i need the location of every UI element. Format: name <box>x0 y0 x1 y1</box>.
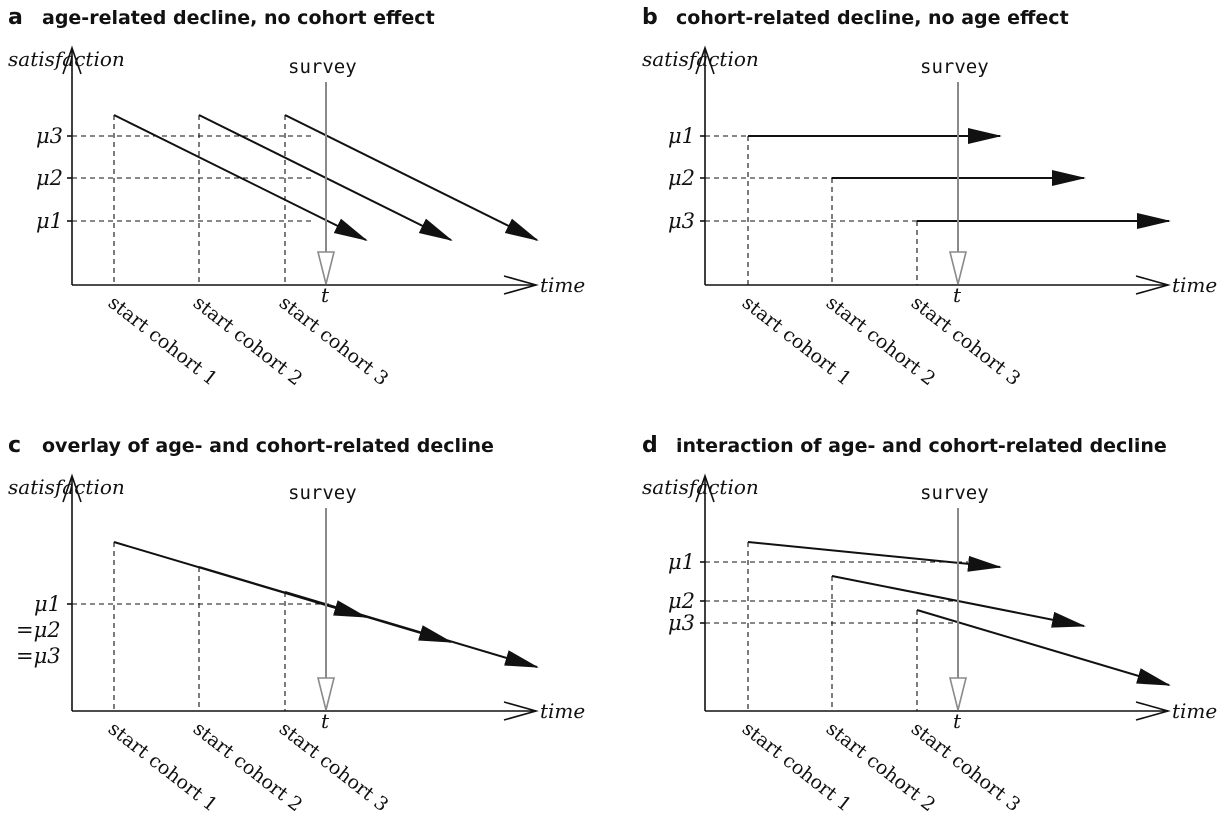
survey-label: survey <box>288 56 357 78</box>
x-axis-label: time <box>540 699 585 723</box>
survey-time-label: t <box>953 709 962 733</box>
mu-label: μ2 <box>668 166 695 190</box>
survey-time-label: t <box>321 283 330 307</box>
y-axis-label: satisfaction <box>8 475 125 499</box>
panel-b: b cohort-related decline, no age effect … <box>642 5 1217 390</box>
panel-letter: c <box>8 433 21 458</box>
mu-label: μ2 <box>668 589 695 613</box>
mu-label: μ3 <box>36 124 63 148</box>
panel-d: d interaction of age- and cohort-related… <box>642 433 1217 816</box>
mu-label: =μ2 <box>16 618 61 642</box>
mu-label: μ3 <box>668 611 695 635</box>
survey-label: survey <box>288 482 357 504</box>
panel-letter: a <box>8 5 23 30</box>
panel-letter: b <box>642 5 658 30</box>
cohort-trajectory-arrow <box>284 591 539 668</box>
panel-letter: d <box>642 433 658 458</box>
cohort-trajectory-arrow <box>747 541 1002 572</box>
survey-time-label: t <box>321 709 330 733</box>
y-axis-label: satisfaction <box>8 47 125 71</box>
y-axis-arrowhead <box>62 473 82 503</box>
mu-label: μ1 <box>34 592 61 616</box>
x-axis-label: time <box>1172 699 1217 723</box>
panel-a: a age-related decline, no cohort effect … <box>8 5 585 390</box>
y-axis-arrowhead <box>695 45 715 75</box>
panel-title: cohort-related decline, no age effect <box>676 7 1069 29</box>
x-axis-arrowhead <box>503 701 539 721</box>
mu-label: μ1 <box>668 124 695 148</box>
x-axis-arrowhead <box>1135 275 1171 295</box>
survey-label: survey <box>920 482 989 504</box>
mu-label: μ2 <box>36 166 63 190</box>
x-axis-label: time <box>1172 273 1217 297</box>
panel-c: c overlay of age- and cohort-related dec… <box>8 433 585 816</box>
mu-label: μ1 <box>668 550 695 574</box>
mu-label: =μ3 <box>16 644 61 668</box>
x-axis-label: time <box>540 273 585 297</box>
x-axis-arrowhead <box>1135 701 1171 721</box>
mu-label: μ3 <box>668 209 695 233</box>
panel-title: age-related decline, no cohort effect <box>42 7 435 29</box>
mu-label: μ1 <box>36 209 63 233</box>
panel-title: interaction of age- and cohort-related d… <box>676 435 1167 457</box>
panel-title: overlay of age- and cohort-related decli… <box>42 435 494 457</box>
survey-time-label: t <box>953 283 962 307</box>
x-axis-arrowhead <box>503 275 539 295</box>
cohort-trajectory-arrow <box>113 114 368 241</box>
survey-label: survey <box>920 56 989 78</box>
y-axis-arrowhead <box>62 45 82 75</box>
cohort-trajectory-arrow <box>916 609 1171 686</box>
y-axis-arrowhead <box>695 473 715 503</box>
